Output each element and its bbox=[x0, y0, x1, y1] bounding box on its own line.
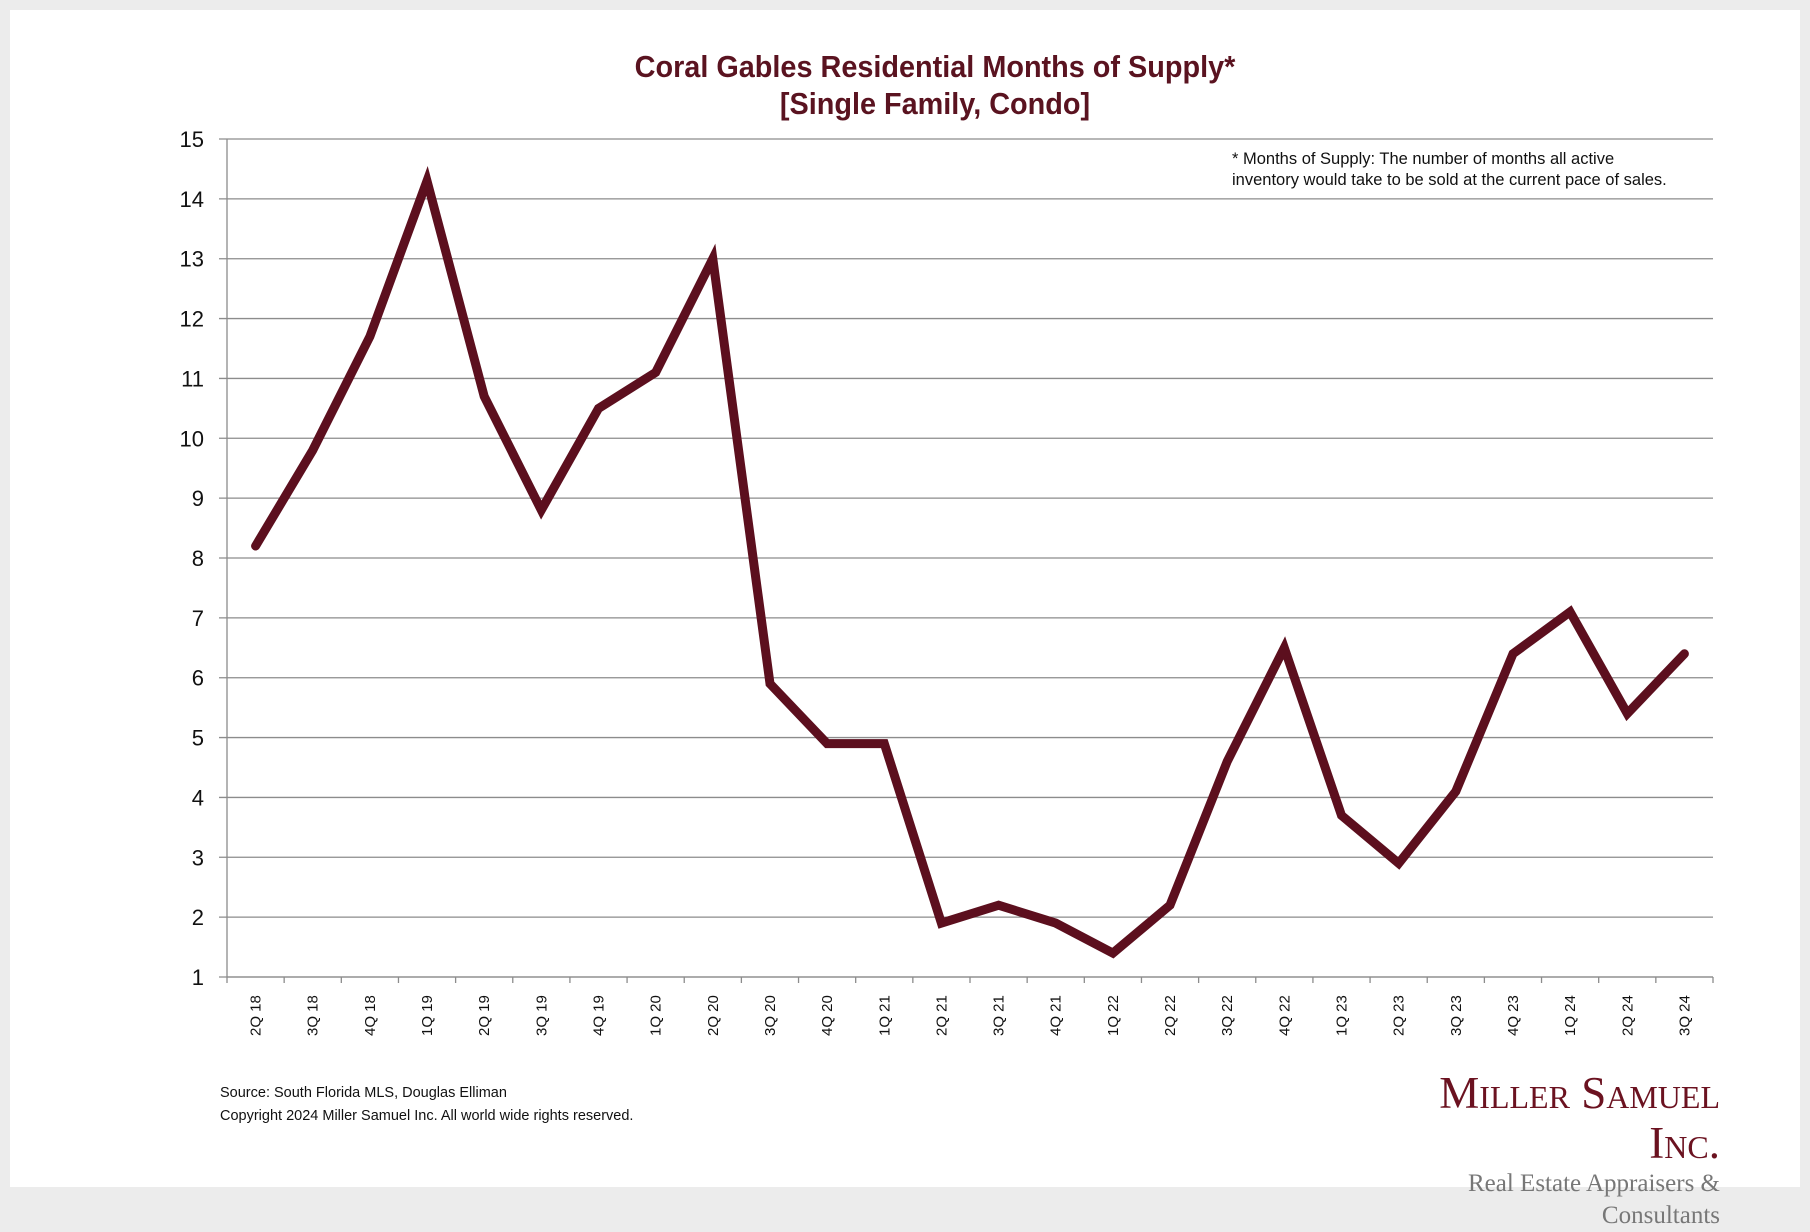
x-tick-label: 2Q 20 bbox=[705, 995, 722, 1036]
x-tick-label: 3Q 19 bbox=[533, 995, 550, 1036]
x-tick-label: 2Q 19 bbox=[476, 995, 493, 1036]
logo-name: Miller Samuel Inc. bbox=[1360, 1068, 1720, 1168]
gridlines bbox=[219, 139, 1713, 977]
annotation-line-1: * Months of Supply: The number of months… bbox=[1232, 149, 1667, 170]
x-tick-label: 1Q 20 bbox=[648, 995, 665, 1036]
footer: Source: South Florida MLS, Douglas Ellim… bbox=[220, 1082, 633, 1128]
y-tick-label: 11 bbox=[181, 366, 204, 391]
y-tick-label: 5 bbox=[192, 726, 204, 751]
y-tick-label: 7 bbox=[192, 606, 204, 631]
x-tick-label: 1Q 21 bbox=[876, 995, 893, 1036]
x-tick-label: 2Q 23 bbox=[1391, 995, 1408, 1036]
x-tick-label: 2Q 21 bbox=[933, 995, 950, 1036]
logo-tagline: Real Estate Appraisers & Consultants bbox=[1360, 1168, 1720, 1232]
x-tick-label: 4Q 23 bbox=[1505, 995, 1522, 1036]
x-tick-label: 2Q 22 bbox=[1162, 995, 1179, 1036]
x-tick-label: 3Q 18 bbox=[305, 995, 322, 1036]
x-tick-label: 3Q 22 bbox=[1219, 995, 1236, 1036]
x-tick-label: 2Q 24 bbox=[1619, 995, 1636, 1036]
company-logo: Miller Samuel Inc. Real Estate Appraiser… bbox=[1360, 1068, 1720, 1232]
y-tick-label: 12 bbox=[180, 307, 204, 332]
y-tick-label: 14 bbox=[180, 187, 204, 212]
x-axis-ticks: 2Q 18 3Q 18 4Q 18 1Q 19 2Q 19 3Q 19 4Q 19 1Q 20… bbox=[248, 995, 1694, 1036]
y-tick-label: 10 bbox=[180, 426, 204, 451]
x-tick-label: 1Q 23 bbox=[1334, 995, 1351, 1036]
x-tick-label: 4Q 19 bbox=[591, 995, 608, 1036]
x-tick-label: 3Q 21 bbox=[991, 995, 1008, 1036]
y-tick-label: 4 bbox=[192, 785, 204, 810]
x-tick-label: 2Q 18 bbox=[248, 995, 265, 1036]
series-line bbox=[256, 181, 1685, 953]
y-tick-label: 9 bbox=[192, 486, 204, 511]
series-group bbox=[255, 181, 1684, 953]
x-tick-label: 4Q 18 bbox=[362, 995, 379, 1036]
y-tick-label: 15 bbox=[180, 127, 204, 152]
x-tick-label: 3Q 23 bbox=[1448, 995, 1465, 1036]
y-tick-label: 3 bbox=[192, 845, 204, 870]
chart-annotation: * Months of Supply: The number of months… bbox=[1232, 149, 1667, 191]
x-tick-label: 4Q 22 bbox=[1276, 995, 1293, 1036]
source-text: Source: South Florida MLS, Douglas Ellim… bbox=[220, 1082, 633, 1105]
y-tick-label: 1 bbox=[192, 965, 204, 990]
x-tick-label: 4Q 21 bbox=[1048, 995, 1065, 1036]
y-axis-ticks: 15 14 13 12 11 10 9 8 7 6 5 4 3 2 1 bbox=[180, 127, 204, 990]
y-tick-label: 13 bbox=[180, 247, 204, 272]
annotation-line-2: inventory would take to be sold at the c… bbox=[1232, 170, 1667, 191]
x-tick-label: 4Q 20 bbox=[819, 995, 836, 1036]
x-tick-label: 1Q 24 bbox=[1562, 995, 1579, 1036]
x-tick-label: 3Q 24 bbox=[1676, 995, 1693, 1036]
y-tick-label: 2 bbox=[192, 905, 204, 930]
x-tick-label: 3Q 20 bbox=[762, 995, 779, 1036]
x-tick-label: 1Q 19 bbox=[419, 995, 436, 1036]
y-tick-label: 6 bbox=[192, 666, 204, 691]
copyright-text: Copyright 2024 Miller Samuel Inc. All wo… bbox=[220, 1105, 633, 1128]
x-tick-label: 1Q 22 bbox=[1105, 995, 1122, 1036]
y-tick-label: 8 bbox=[192, 546, 204, 571]
